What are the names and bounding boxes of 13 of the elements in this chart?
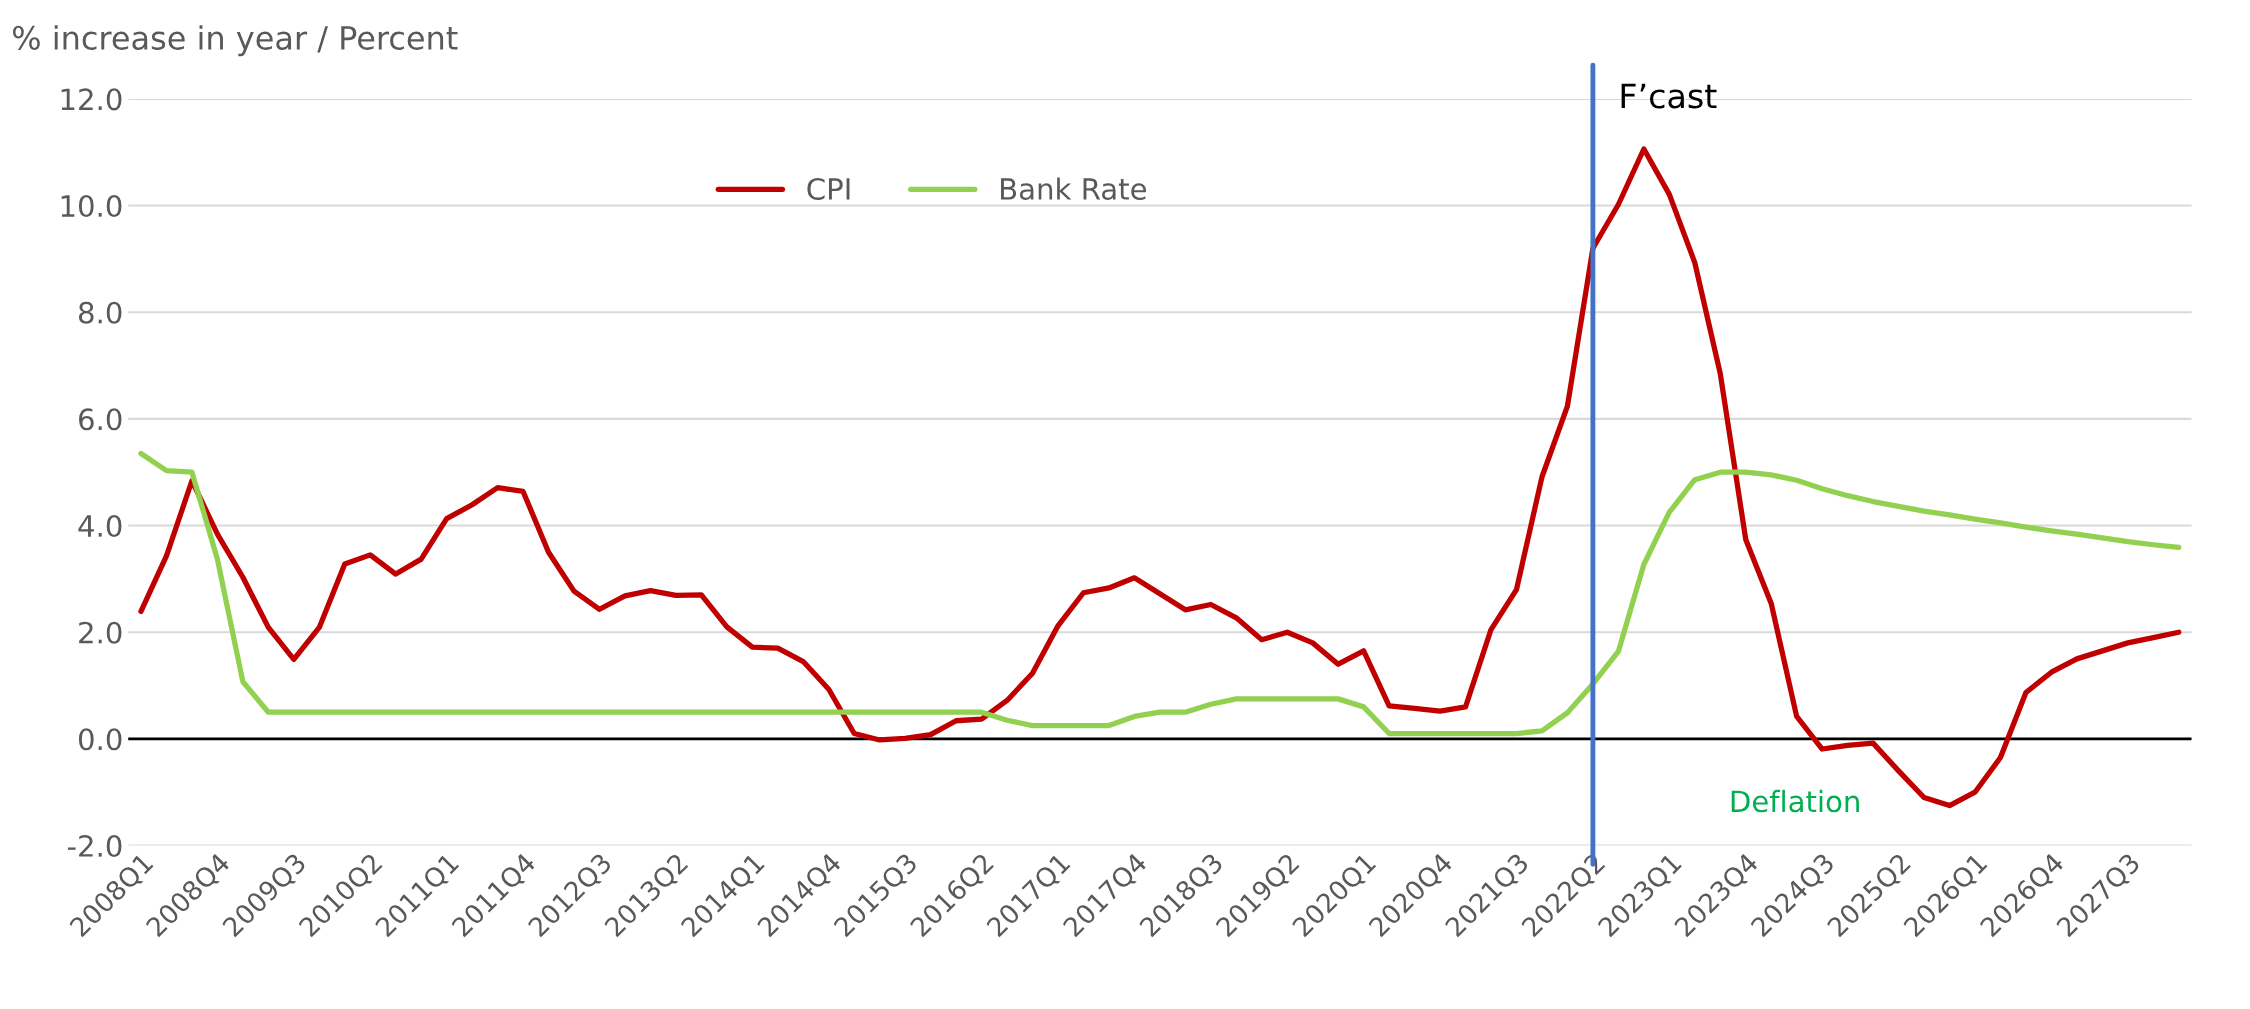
y-axis-title: % increase in year / Percent xyxy=(13,25,458,57)
y-tick-label: 2.0 xyxy=(79,621,122,644)
y-tick-label: 12.0 xyxy=(61,88,122,111)
y-tick-label: 8.0 xyxy=(78,301,122,324)
annotation: Deflation xyxy=(1731,789,1859,813)
y-tick-label: 4.0 xyxy=(78,514,122,538)
y-tick-label: 6.0 xyxy=(79,408,122,431)
legend-label: CPI xyxy=(807,177,850,200)
legend-label: Bank Rate xyxy=(1001,177,1147,200)
y-tick-label: 0.0 xyxy=(78,728,122,751)
ref-line-label: F’cast xyxy=(1621,83,1717,109)
y-tick-label: 10.0 xyxy=(61,194,122,218)
y-tick-label: -2.0 xyxy=(67,834,122,858)
